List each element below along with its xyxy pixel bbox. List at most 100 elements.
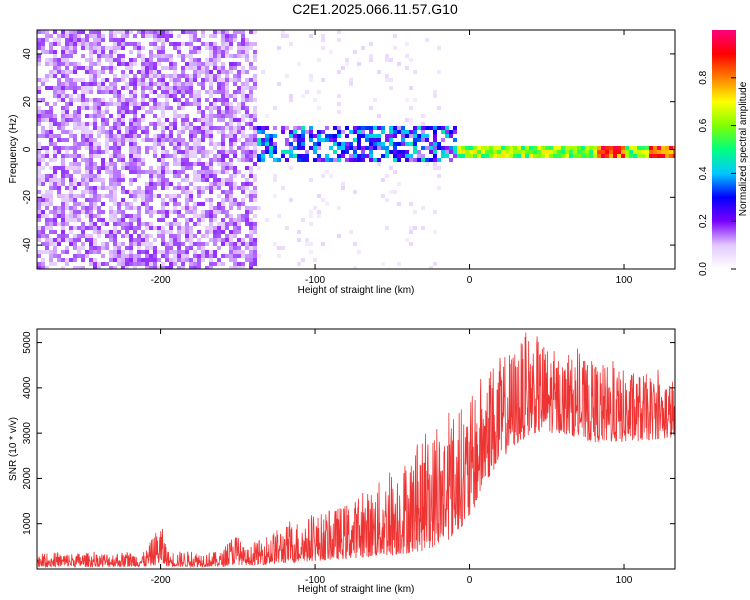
spectrogram-cell bbox=[221, 146, 225, 150]
spectrogram-cell bbox=[77, 42, 81, 46]
spectrogram-cell bbox=[197, 222, 201, 226]
spectrogram-cell bbox=[57, 238, 61, 242]
spectrogram-cell bbox=[229, 218, 233, 222]
spectrogram-cell bbox=[37, 90, 41, 94]
spectrogram-cell bbox=[249, 134, 253, 138]
spectrogram-cell bbox=[37, 214, 41, 218]
spectrogram-cell bbox=[537, 146, 541, 150]
spectrogram-cell bbox=[297, 262, 301, 266]
spectrogram-cell bbox=[37, 86, 41, 90]
spectrogram-cell bbox=[113, 30, 117, 34]
spectrogram-cell bbox=[37, 202, 41, 206]
spectrogram-cell bbox=[233, 130, 237, 134]
spectrogram-cell bbox=[221, 226, 225, 230]
spectrogram-cell bbox=[173, 70, 177, 74]
spectrogram-cell bbox=[213, 42, 217, 46]
spectrogram-cell bbox=[337, 38, 341, 42]
spectrogram-cell bbox=[629, 154, 633, 158]
spectrogram-cell bbox=[205, 210, 209, 214]
spectrogram-cell bbox=[165, 102, 169, 106]
spectrogram-cell bbox=[581, 154, 585, 158]
spectrogram-cell bbox=[149, 178, 153, 182]
spectrogram-cell bbox=[101, 126, 105, 130]
spectrogram-cell bbox=[209, 190, 213, 194]
spectrogram-cell bbox=[153, 114, 157, 118]
spectrogram-cell bbox=[533, 154, 537, 158]
spectrogram-cell bbox=[89, 170, 93, 174]
spectrogram-cell bbox=[409, 226, 413, 230]
spectrogram-cell bbox=[189, 50, 193, 54]
spectrogram-cell bbox=[469, 150, 473, 154]
spectrogram-cell bbox=[417, 150, 421, 154]
spectrogram-cell bbox=[433, 142, 437, 146]
spectrogram-cell bbox=[77, 118, 81, 122]
spectrogram-cell bbox=[173, 90, 177, 94]
spectrogram-cell bbox=[173, 194, 177, 198]
spectrogram-cell bbox=[245, 154, 249, 158]
spectrogram-cell bbox=[49, 74, 53, 78]
spectrogram-cell bbox=[161, 110, 165, 114]
spectrogram-cell bbox=[157, 122, 161, 126]
spectrogram-cell bbox=[109, 190, 113, 194]
spectrogram-cell bbox=[237, 242, 241, 246]
spectrogram-cell bbox=[389, 142, 393, 146]
spectrogram-cell bbox=[205, 266, 209, 269]
spectrogram-cell bbox=[53, 66, 57, 70]
spectrogram-cell bbox=[77, 66, 81, 70]
spectrogram-cell bbox=[37, 78, 41, 82]
spectrogram-cell bbox=[369, 54, 373, 58]
spectrogram-cell bbox=[101, 34, 105, 38]
spectrogram-cell bbox=[233, 234, 237, 238]
spectrogram-cell bbox=[49, 86, 53, 90]
spectrogram-cell bbox=[185, 194, 189, 198]
spectrogram-cell bbox=[85, 46, 89, 50]
spectrogram-cell bbox=[337, 234, 341, 238]
spectrogram-cell bbox=[513, 150, 517, 154]
spectrogram-cell bbox=[657, 154, 661, 158]
spectrogram-cell bbox=[177, 150, 181, 154]
spectrogram-cell bbox=[185, 230, 189, 234]
spectrogram-cell bbox=[217, 158, 221, 162]
spectrogram-cell bbox=[245, 58, 249, 62]
spectrogram-cell bbox=[225, 30, 229, 34]
spectrogram-cell bbox=[241, 70, 245, 74]
spectrogram-cell bbox=[301, 154, 305, 158]
spectrogram-cell bbox=[193, 126, 197, 130]
spectrogram-cell bbox=[361, 126, 365, 130]
spectrogram-cell bbox=[73, 226, 77, 230]
spectrogram-cell bbox=[293, 134, 297, 138]
spectrogram-cell bbox=[153, 194, 157, 198]
spectrogram-cell bbox=[385, 146, 389, 150]
spectrogram-cell bbox=[113, 134, 117, 138]
spectrogram-cell bbox=[201, 242, 205, 246]
spectrogram-cell bbox=[405, 238, 409, 242]
spectrogram-cell bbox=[377, 142, 381, 146]
spectrogram-cell bbox=[237, 206, 241, 210]
spectrogram-cell bbox=[249, 194, 253, 198]
spectrogram-cell bbox=[153, 174, 157, 178]
spectrogram-cell bbox=[117, 210, 121, 214]
spectrogram-cell bbox=[421, 122, 425, 126]
spectrogram-cell bbox=[217, 186, 221, 190]
spectrogram-cell bbox=[309, 178, 313, 182]
spectrogram-cell bbox=[141, 258, 145, 262]
spectrogram-cell bbox=[113, 86, 117, 90]
spectrogram-cell bbox=[249, 206, 253, 210]
spectrogram-cell bbox=[61, 226, 65, 230]
spectrogram-cell bbox=[85, 34, 89, 38]
spectrogram-cell bbox=[149, 210, 153, 214]
spectrogram-cell bbox=[217, 258, 221, 262]
spectrogram-cell bbox=[137, 158, 141, 162]
spectrogram-cell bbox=[109, 170, 113, 174]
spectrogram-cell bbox=[557, 150, 561, 154]
spectrogram-cell bbox=[161, 54, 165, 58]
spectrogram-cell bbox=[381, 194, 385, 198]
spectrogram-cell bbox=[153, 266, 157, 269]
spectrogram-cell bbox=[229, 94, 233, 98]
spectrogram-cell bbox=[137, 190, 141, 194]
spectrogram-cell bbox=[57, 234, 61, 238]
spectrogram-cell bbox=[209, 114, 213, 118]
spectrogram-cell bbox=[61, 238, 65, 242]
spectrogram-cell bbox=[65, 66, 69, 70]
spectrogram-cell bbox=[121, 94, 125, 98]
